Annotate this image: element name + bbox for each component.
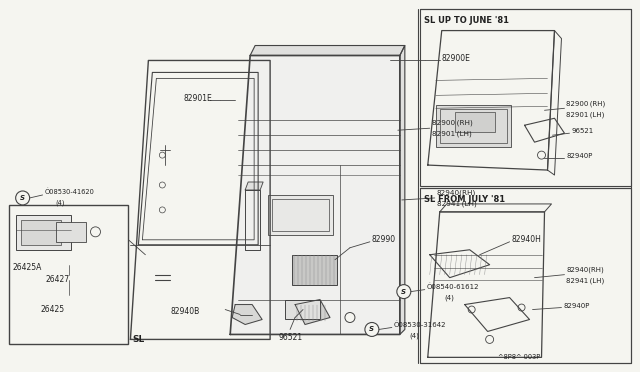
- Text: Ó08530-31642: Ó08530-31642: [394, 321, 446, 328]
- Text: (4): (4): [410, 332, 420, 339]
- Circle shape: [468, 306, 475, 313]
- Polygon shape: [400, 45, 405, 334]
- Circle shape: [518, 304, 525, 311]
- Bar: [436, 105, 511, 147]
- Text: ^8P8^ 003P: ^8P8^ 003P: [499, 355, 541, 360]
- Circle shape: [497, 266, 509, 278]
- Text: 82940P: 82940P: [563, 302, 590, 308]
- Bar: [292, 255, 337, 285]
- Polygon shape: [430, 250, 490, 278]
- Text: 82940P: 82940P: [566, 153, 593, 159]
- Polygon shape: [465, 298, 529, 331]
- Text: 82941 (LH): 82941 (LH): [436, 201, 477, 207]
- Text: 26425: 26425: [40, 305, 65, 314]
- Text: 82901E: 82901E: [184, 94, 212, 103]
- Bar: [56, 222, 86, 242]
- Text: 82940(RH): 82940(RH): [566, 266, 604, 273]
- Text: S: S: [369, 327, 374, 333]
- Text: S: S: [20, 195, 25, 201]
- Circle shape: [15, 191, 29, 205]
- Bar: [285, 299, 320, 320]
- Text: 82900 (RH): 82900 (RH): [432, 120, 472, 126]
- Bar: [15, 215, 70, 250]
- Text: SL: SL: [132, 335, 145, 344]
- Text: 82940H: 82940H: [511, 235, 541, 244]
- Polygon shape: [428, 31, 554, 170]
- Text: SL FROM JULY '81: SL FROM JULY '81: [424, 195, 505, 205]
- Text: 82900E: 82900E: [442, 54, 470, 63]
- Text: 82940(RH): 82940(RH): [436, 190, 476, 196]
- Circle shape: [345, 312, 355, 323]
- Text: SL UP TO JUNE '81: SL UP TO JUNE '81: [424, 16, 509, 25]
- Circle shape: [365, 323, 379, 336]
- Text: 82990: 82990: [372, 235, 396, 244]
- Text: 82940B: 82940B: [170, 307, 200, 316]
- Text: 82901 (LH): 82901 (LH): [432, 131, 472, 137]
- Bar: [272, 199, 329, 231]
- Polygon shape: [440, 204, 552, 212]
- Polygon shape: [295, 299, 330, 324]
- Polygon shape: [232, 305, 262, 324]
- Text: 26425A: 26425A: [13, 263, 42, 272]
- Text: Ó08540-61612: Ó08540-61612: [427, 283, 479, 290]
- Polygon shape: [547, 31, 561, 175]
- Text: 96521: 96521: [572, 128, 594, 134]
- Polygon shape: [245, 182, 263, 190]
- Bar: [9, 205, 129, 344]
- Circle shape: [538, 151, 545, 159]
- Polygon shape: [525, 118, 564, 142]
- Text: 96521: 96521: [278, 333, 302, 342]
- Bar: [454, 112, 495, 132]
- Bar: [440, 109, 507, 143]
- Text: S: S: [401, 289, 406, 295]
- Text: (4): (4): [56, 200, 65, 206]
- Text: (4): (4): [445, 294, 454, 301]
- Polygon shape: [428, 212, 545, 357]
- Text: 26427: 26427: [45, 275, 70, 284]
- Text: 82901 (LH): 82901 (LH): [566, 111, 605, 118]
- Text: 82900 (RH): 82900 (RH): [566, 100, 605, 106]
- Bar: [20, 220, 61, 245]
- Text: 82941 (LH): 82941 (LH): [566, 278, 605, 284]
- Bar: [420, 188, 631, 363]
- Circle shape: [397, 285, 411, 299]
- Text: Ó08530-41620: Ó08530-41620: [45, 189, 95, 195]
- Circle shape: [486, 336, 493, 343]
- Polygon shape: [230, 55, 400, 334]
- Bar: [268, 195, 333, 235]
- Circle shape: [90, 227, 100, 237]
- Bar: [420, 9, 631, 186]
- Polygon shape: [250, 45, 405, 55]
